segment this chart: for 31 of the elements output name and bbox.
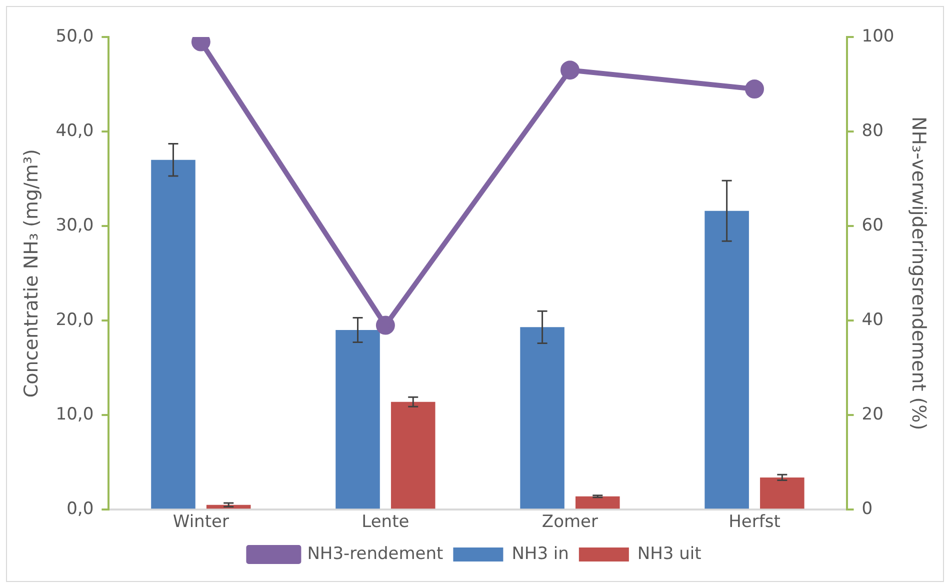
y-axis-title: Concentratie NH₃ (mg/m³) <box>20 149 42 398</box>
legend-label: NH3 in <box>512 544 569 564</box>
x-tick-label: Zomer <box>542 512 598 532</box>
y2-tick-label: 100 <box>862 26 894 46</box>
y2-tick-label: 20 <box>862 404 884 424</box>
y2-axis-title: NH₃-verwijderingsrendement (%) <box>908 116 930 430</box>
bar <box>760 477 804 509</box>
bar <box>336 330 380 509</box>
point <box>376 316 395 335</box>
bar <box>576 496 620 509</box>
legend-label: NH3-rendement <box>307 544 444 564</box>
point <box>560 60 580 80</box>
y-tick-label: 0,0 <box>66 499 94 520</box>
bar <box>520 327 564 509</box>
y2-tick-label: 80 <box>862 120 884 141</box>
y2-tick-label: 60 <box>862 215 884 236</box>
bar <box>390 402 436 509</box>
bar <box>151 160 196 509</box>
y2-tick-label: 0 <box>862 499 873 520</box>
x-tick-label: Winter <box>172 512 229 532</box>
y-tick-label: 10,0 <box>56 404 94 424</box>
bar <box>704 210 749 509</box>
y-tick-label: 40,0 <box>56 120 94 141</box>
y-tick-label: 30,0 <box>56 215 94 236</box>
x-tick-label: Lente <box>362 512 410 532</box>
y2-tick-label: 40 <box>862 310 884 330</box>
x-tick-label: Herfst <box>728 512 781 532</box>
y-tick-label: 20,0 <box>56 310 94 330</box>
point <box>744 79 764 98</box>
y-tick-label: 50,0 <box>56 26 94 46</box>
legend-label: NH3 uit <box>637 544 702 564</box>
